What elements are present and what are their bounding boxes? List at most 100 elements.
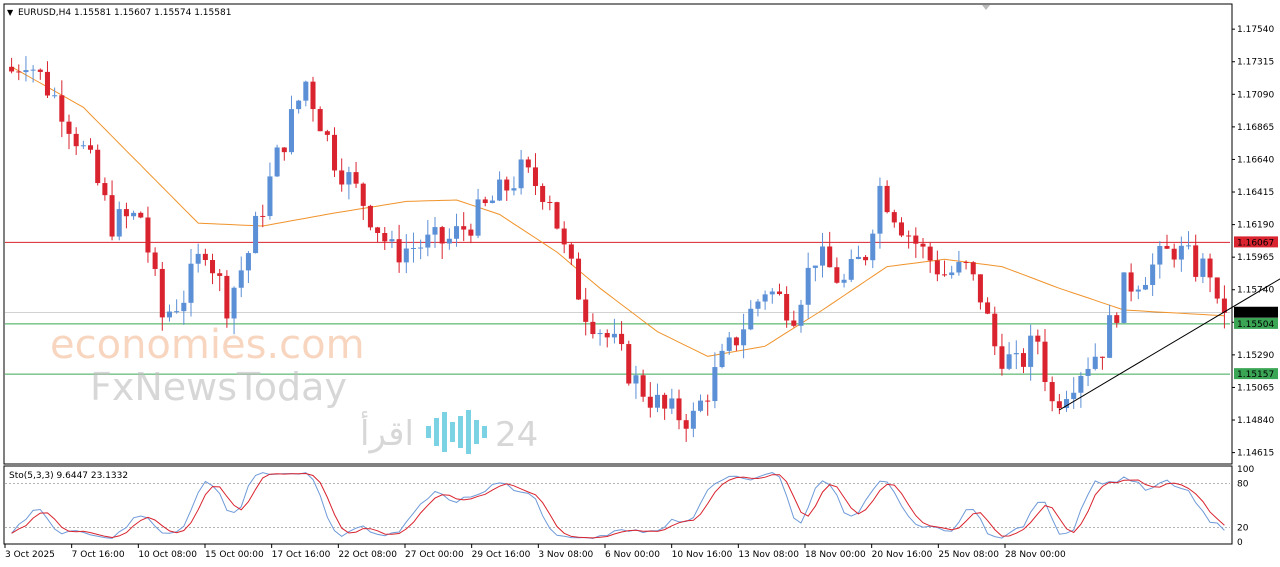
bear-candle — [1128, 272, 1134, 292]
bear-candle — [504, 179, 510, 191]
price-tag — [1234, 236, 1278, 248]
bear-candle — [202, 253, 208, 261]
horizontal-levels — [5, 241, 1230, 375]
bull-candle — [346, 172, 352, 185]
bear-candle — [73, 133, 79, 147]
bear-candle — [37, 69, 43, 72]
bear-candle — [733, 337, 739, 346]
bull-candle — [1071, 392, 1077, 400]
bear-candle — [138, 212, 144, 218]
time-tick-label: 18 Nov 00:00 — [805, 550, 866, 560]
bear-candle — [44, 71, 50, 96]
bull-candle — [174, 311, 180, 313]
moving-average-line — [11, 66, 1225, 357]
bear-candle — [102, 183, 108, 196]
bear-candle — [927, 246, 933, 261]
bear-candle — [676, 398, 682, 421]
bull-candle — [855, 256, 861, 260]
price-tag-label: 1.16067 — [1237, 238, 1274, 248]
bear-candle — [210, 260, 216, 274]
bear-candle — [461, 226, 467, 230]
bull-candle — [798, 304, 804, 326]
bull-candle — [1107, 315, 1113, 358]
bull-candle — [949, 272, 955, 276]
watermark: economies.com FxNewsToday اقرأ 24 — [50, 322, 538, 455]
time-tick-label: 7 Oct 16:00 — [72, 550, 125, 560]
bull-candle — [231, 287, 237, 319]
bear-candle — [1207, 258, 1213, 278]
collapse-triangle-icon[interactable]: ▼ — [7, 8, 14, 17]
bull-candle — [877, 185, 883, 234]
bull-candle — [181, 302, 187, 312]
bear-candle — [375, 227, 381, 234]
bear-candle — [906, 235, 912, 237]
bear-candle — [942, 274, 948, 276]
bear-candle — [310, 81, 316, 110]
bear-candle — [934, 260, 940, 275]
price-tick-label: 1.16415 — [1237, 188, 1274, 198]
watermark-fxnewstoday: FxNewsToday — [90, 365, 347, 409]
bear-candle — [123, 209, 129, 217]
bear-candle — [396, 239, 402, 263]
bear-candle — [382, 233, 388, 242]
bear-candle — [576, 258, 582, 300]
bull-candle — [303, 81, 309, 101]
stochastic-axis-label: 0 — [1237, 538, 1243, 548]
bear-candle — [1035, 335, 1041, 342]
stochastic-axis-label: 100 — [1237, 465, 1254, 475]
stochastic-axis-label: 20 — [1237, 523, 1249, 533]
bear-candle — [1020, 353, 1026, 367]
bull-candle — [1085, 368, 1091, 376]
bear-candle — [920, 243, 926, 247]
time-tick-label: 28 Nov 00:00 — [1005, 550, 1066, 560]
price-tag — [1234, 317, 1278, 329]
bear-candle — [568, 244, 574, 259]
bull-candle — [454, 226, 460, 239]
bull-candle — [511, 188, 517, 191]
price-tick-label: 1.14615 — [1237, 449, 1274, 459]
price-tick-label: 1.17540 — [1237, 25, 1274, 35]
bear-candle — [525, 159, 531, 168]
bull-candle — [762, 294, 768, 302]
time-axis: 3 Oct 2025 7 Oct 16:00 10 Oct 08:00 15 Oct … — [4, 544, 1066, 560]
bear-candle — [332, 134, 338, 171]
bull-candle — [1064, 399, 1070, 409]
bear-candle — [791, 320, 797, 326]
sound-wave-icon — [426, 410, 487, 454]
bull-candle — [518, 159, 524, 189]
bear-candle — [145, 217, 151, 253]
bull-candle — [274, 147, 280, 177]
bull-candle — [719, 350, 725, 368]
stochastic-axis-label: 80 — [1237, 480, 1249, 490]
bull-candle — [425, 234, 431, 248]
bear-candle — [16, 71, 22, 73]
price-tick-label: 1.15740 — [1237, 286, 1274, 296]
bear-candle — [583, 299, 589, 322]
bear-candle — [339, 170, 345, 185]
candles — [9, 56, 1227, 442]
bear-candle — [705, 400, 711, 402]
bull-candle — [497, 179, 503, 201]
time-tick-label: 29 Oct 16:00 — [472, 550, 531, 560]
bear-candle — [152, 252, 158, 269]
bull-candle — [52, 95, 58, 97]
trendline-layer — [1059, 278, 1280, 411]
bull-candle — [30, 69, 36, 71]
bull-candle — [1178, 245, 1184, 260]
bear-candle — [834, 267, 840, 283]
bear-candle — [439, 227, 445, 244]
bear-candle — [217, 273, 223, 276]
bull-candle — [698, 400, 704, 411]
time-tick-label: 10 Oct 08:00 — [138, 550, 197, 560]
bull-candle — [748, 308, 754, 330]
price-tick-label: 1.14840 — [1237, 416, 1274, 426]
price-panel-frame — [3, 3, 1233, 465]
bull-candle — [116, 209, 122, 237]
bull-candle — [741, 329, 747, 346]
bull-candle — [654, 394, 660, 408]
bear-candle — [260, 215, 266, 217]
bear-candle — [1049, 382, 1055, 402]
bear-candle — [1214, 277, 1220, 299]
bear-candle — [827, 246, 833, 268]
